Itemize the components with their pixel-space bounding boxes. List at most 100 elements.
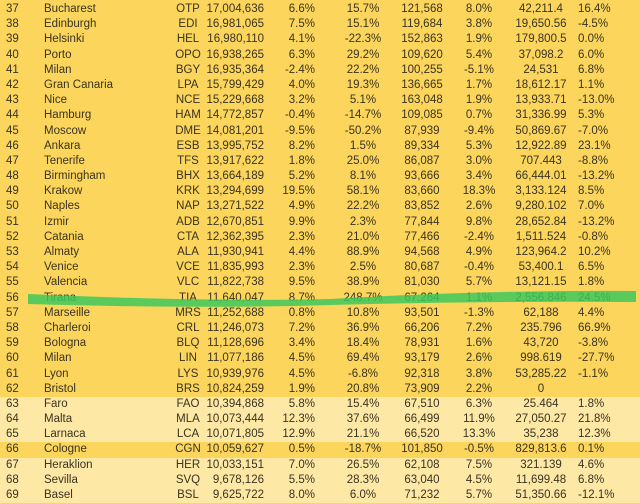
cargo-growth-cell: 12.3%: [578, 428, 611, 441]
rank-cell: 45: [6, 124, 19, 137]
table-row: 61 Lyon LYS 10,939,976 4.5% -6.8% 92,318 3.8% 53…: [0, 366, 640, 382]
rank-cell: 61: [6, 367, 19, 380]
iata-code-cell: BGY: [175, 63, 201, 76]
city-cell: Tirana: [44, 291, 77, 304]
cargo-growth-cell: 6.0%: [578, 48, 605, 61]
rank-cell: 67: [6, 458, 19, 471]
table-row: 39 Helsinki HEL 16,980,110 4.1% -22.3% 152,863…: [0, 32, 640, 48]
movements-cell: 83,660: [404, 185, 440, 198]
cargo-cell: 42,211.4: [519, 3, 563, 15]
city-cell: Sevilla: [44, 473, 78, 486]
iata-code-cell: ALA: [177, 246, 199, 258]
table-row: 65 Larnaca LCA 10,071,805 12.9% 21.1% 66,520 13…: [0, 427, 640, 443]
pct-cell: 69.4%: [346, 352, 380, 365]
city-cell: Milan: [44, 63, 72, 76]
pct-cell: 26.5%: [346, 458, 380, 471]
cargo-cell: 13,121.15: [515, 276, 567, 289]
table-row: 40 Porto OPO 16,938,265 6.3% 29.2% 109,620 5.4%…: [0, 47, 640, 63]
cargo-growth-cell: 16.4%: [578, 3, 611, 15]
passenger-growth-cell: 7.2%: [288, 321, 315, 334]
cargo-growth-cell: 5.3%: [578, 109, 605, 122]
city-cell: Bologna: [44, 337, 87, 350]
movement-growth-cell: 2.6%: [465, 200, 493, 213]
cargo-growth-cell: 4.6%: [578, 458, 605, 471]
movements-cell: 93,179: [404, 352, 440, 365]
cargo-cell: 1,511.524: [515, 230, 567, 243]
movement-growth-cell: 18.3%: [462, 185, 496, 198]
rank-cell: 53: [6, 246, 19, 258]
rank-cell: 55: [6, 276, 19, 289]
city-cell: Krakow: [44, 185, 83, 198]
table-row: 50 Naples NAP 13,271,522 4.9% 22.2% 83,852 2.6%…: [0, 199, 640, 215]
rank-cell: 39: [6, 33, 19, 46]
iata-code-cell: NAP: [176, 200, 200, 213]
movement-growth-cell: -0.5%: [463, 443, 495, 456]
pct-cell: 20.8%: [346, 382, 380, 395]
iata-code-cell: DME: [175, 124, 201, 137]
table-row: 67 Heraklion HER 10,033,151 7.0% 26.5% 62,108 7…: [0, 457, 640, 473]
table-row: 63 Faro FAO 10,394,868 5.8% 15.4% 67,510 6.3% 25…: [0, 396, 640, 413]
passenger-growth-cell: 4.4%: [288, 246, 315, 258]
passengers-cell: 13,294,699: [206, 185, 264, 198]
cargo-growth-cell: 10.2%: [578, 246, 611, 258]
iata-code-cell: CGN: [175, 443, 201, 456]
passengers-cell: 10,939,976: [206, 367, 264, 380]
movements-cell: 109,085: [401, 109, 443, 122]
passenger-growth-cell: 19.5%: [282, 185, 315, 198]
city-cell: Catania: [44, 230, 84, 243]
rank-cell: 57: [6, 306, 19, 319]
passengers-cell: 11,246,073: [207, 321, 264, 334]
city-cell: Izmir: [44, 215, 69, 228]
passenger-growth-cell: 2.3%: [288, 261, 315, 274]
table-row: 41 Milan BGY 16,935,364 -2.4% 22.2% 100,255 -5.…: [0, 62, 640, 78]
iata-code-cell: LPA: [177, 78, 199, 91]
table-row: 68 Sevilla SVQ 9,678,126 5.5% 28.3% 63,040 4.5%…: [0, 472, 640, 488]
iata-code-cell: VCE: [176, 261, 200, 274]
rank-cell: 44: [6, 109, 19, 122]
cargo-growth-cell: 1.1%: [578, 78, 605, 91]
cargo-cell: 179,800.5: [515, 33, 567, 46]
cargo-growth-cell: -3.8%: [578, 337, 609, 350]
rank-cell: 49: [6, 185, 19, 198]
movement-growth-cell: 8.0%: [465, 3, 493, 15]
table-row: 45 Moscow DME 14,081,201 -9.5% -50.2% 87,939 -9…: [0, 123, 640, 139]
city-cell: Marseille: [44, 306, 91, 319]
cargo-cell: 321.139: [520, 458, 562, 471]
iata-code-cell: ESB: [176, 139, 200, 152]
cargo-cell: 829,813.6: [515, 443, 567, 456]
passenger-growth-cell: 7.0%: [288, 458, 315, 471]
iata-code-cell: MRS: [175, 306, 201, 319]
passengers-cell: 16,938,265: [206, 48, 264, 61]
iata-code-cell: LIN: [179, 352, 197, 365]
cargo-cell: 707.443: [520, 154, 562, 167]
rank-cell: 69: [6, 489, 19, 501]
cargo-cell: 25.464: [523, 397, 559, 410]
cargo-growth-cell: 0.0%: [578, 33, 605, 46]
movement-growth-cell: 3.0%: [465, 154, 493, 167]
table-row: 58 Charleroi CRL 11,246,073 7.2% 36.9% 66,206 7…: [0, 320, 640, 337]
iata-code-cell: CTA: [176, 230, 200, 243]
movements-cell: 67,264: [404, 291, 440, 304]
passenger-growth-cell: 1.8%: [288, 154, 315, 167]
city-cell: Bristol: [44, 382, 76, 395]
table-row: 64 Malta MLA 10,073,444 12.3% 37.6% 66,499 11.9…: [0, 412, 640, 428]
city-cell: Naples: [44, 200, 80, 213]
rank-cell: 42: [6, 78, 19, 91]
rank-cell: 41: [6, 63, 19, 76]
movement-growth-cell: 3.8%: [465, 18, 493, 31]
cargo-growth-cell: -8.8%: [578, 154, 609, 167]
passengers-cell: 10,059,627: [206, 443, 264, 456]
cargo-growth-cell: 4.4%: [578, 306, 605, 319]
cargo-growth-cell: 21.8%: [578, 413, 611, 426]
city-cell: Birmingham: [44, 170, 106, 183]
rank-cell: 63: [6, 397, 19, 410]
cargo-growth-cell: -1.1%: [578, 367, 609, 380]
pct-cell: 25.0%: [346, 154, 380, 167]
pct-cell: 15.4%: [346, 397, 380, 410]
passenger-growth-cell: 3.4%: [288, 337, 315, 350]
cargo-cell: 62,188: [523, 306, 559, 319]
pct-cell: 248.7%: [343, 291, 383, 304]
movements-cell: 66,206: [404, 321, 440, 334]
passengers-cell: 11,640,047: [207, 291, 264, 304]
passenger-growth-cell: 5.2%: [288, 170, 315, 183]
